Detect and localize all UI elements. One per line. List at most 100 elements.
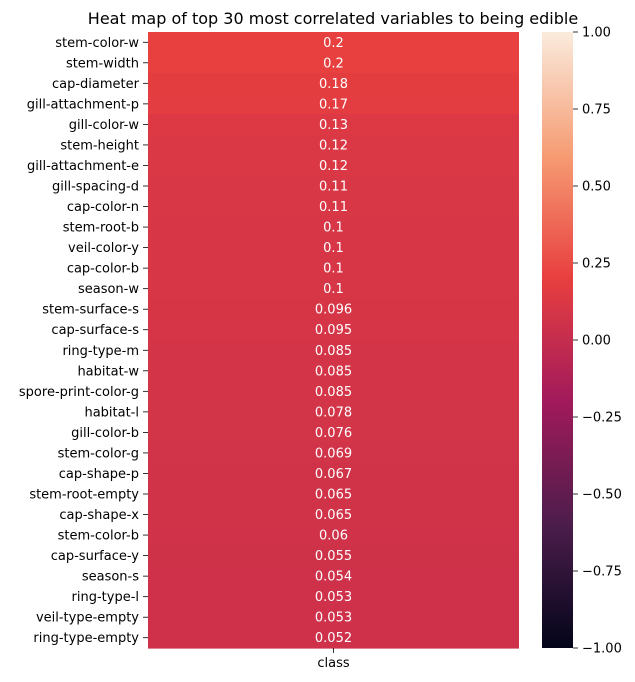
cell-value-label: 0.1 bbox=[323, 241, 344, 256]
y-tick-label: habitat-w bbox=[77, 364, 139, 379]
cell-value-label: 0.067 bbox=[315, 467, 352, 482]
heatmap-row: 0.12 gill-attachment-e bbox=[27, 155, 519, 177]
y-tick-label: ring-type-empty bbox=[33, 631, 139, 646]
heatmap-cell bbox=[148, 545, 519, 567]
y-tick-label: stem-surface-s bbox=[42, 303, 139, 318]
y-tick-label: cap-color-b bbox=[67, 262, 139, 277]
cell-value-label: 0.06 bbox=[319, 529, 348, 544]
y-tick-label: spore-print-color-g bbox=[19, 385, 139, 400]
heatmap-cell bbox=[148, 93, 519, 115]
y-tick-label: ring-type-l bbox=[72, 590, 139, 605]
heatmap-row: 0.052 ring-type-empty bbox=[33, 627, 519, 649]
heatmap-row: 0.053 veil-type-empty bbox=[36, 606, 519, 629]
cell-value-label: 0.11 bbox=[319, 180, 348, 195]
heatmap-row: 0.085 spore-print-color-g bbox=[19, 381, 519, 403]
colorbar-tick-label: 0.50 bbox=[582, 180, 611, 195]
heatmap-row: 0.11 cap-color-n bbox=[67, 196, 519, 218]
colorbar-tick-label: 0.75 bbox=[582, 103, 611, 118]
y-tick-label: cap-diameter bbox=[52, 77, 140, 92]
cell-value-label: 0.052 bbox=[315, 631, 352, 646]
cell-value-label: 0.085 bbox=[315, 385, 352, 400]
cell-value-label: 0.085 bbox=[315, 344, 352, 359]
y-tick-label: cap-surface-s bbox=[51, 323, 139, 338]
colorbar-tick-label: 0.25 bbox=[582, 257, 611, 272]
colorbar-tick-label: 0.00 bbox=[582, 334, 611, 349]
cell-value-label: 0.2 bbox=[323, 36, 344, 51]
heatmap-row: 0.053 ring-type-l bbox=[72, 586, 519, 608]
cell-value-label: 0.1 bbox=[323, 221, 344, 236]
colorbar-tick-label: −0.75 bbox=[582, 565, 622, 580]
heatmap-cell bbox=[148, 442, 519, 464]
heatmap-row: 0.065 stem-root-empty bbox=[29, 483, 519, 505]
heatmap-row: 0.095 cap-surface-s bbox=[51, 319, 519, 341]
heatmap-row: 0.1 veil-color-y bbox=[68, 237, 519, 259]
x-tick-label: class bbox=[317, 656, 349, 671]
cell-value-label: 0.12 bbox=[319, 159, 348, 174]
heatmap-cell bbox=[148, 524, 519, 546]
cell-value-label: 0.053 bbox=[315, 590, 352, 605]
y-tick-label: cap-surface-y bbox=[51, 549, 140, 564]
heatmap-row: 0.12 stem-height bbox=[60, 134, 519, 156]
y-tick-label: stem-width bbox=[66, 56, 139, 71]
y-tick-label: season-s bbox=[82, 570, 139, 585]
heatmap-cell bbox=[148, 586, 519, 608]
colorbar: 1.00 0.75 0.50 0.25 0.00 −0.25 −0.50 −0.75 −1.00 bbox=[542, 26, 622, 657]
heatmap-cell bbox=[148, 565, 519, 587]
y-tick-label: cap-shape-x bbox=[59, 508, 139, 523]
heatmap-cell bbox=[148, 463, 519, 485]
cell-value-label: 0.096 bbox=[315, 303, 352, 318]
heatmap-cell bbox=[148, 298, 519, 321]
cell-value-label: 0.065 bbox=[315, 508, 352, 523]
heatmap-row: 0.067 cap-shape-p bbox=[59, 463, 519, 485]
heatmap-row: 0.054 season-s bbox=[82, 565, 519, 587]
heatmap-row: 0.096 stem-surface-s bbox=[42, 298, 519, 321]
heatmap-cell bbox=[148, 606, 519, 629]
heatmap-cell bbox=[148, 422, 519, 444]
cell-value-label: 0.13 bbox=[319, 118, 348, 133]
y-tick-label: cap-color-n bbox=[67, 200, 139, 215]
y-tick-label: gill-attachment-e bbox=[27, 159, 139, 174]
heatmap-row: 0.085 habitat-w bbox=[77, 360, 519, 382]
cell-value-label: 0.076 bbox=[315, 426, 352, 441]
heatmap-cell bbox=[148, 278, 519, 300]
heatmap-cell bbox=[148, 627, 519, 649]
cell-value-label: 0.2 bbox=[323, 56, 344, 71]
cell-value-label: 0.065 bbox=[315, 488, 352, 503]
y-tick-label: stem-color-g bbox=[58, 446, 139, 461]
heatmap-row: 0.055 cap-surface-y bbox=[51, 545, 519, 567]
heatmap-cell bbox=[148, 237, 519, 259]
y-tick-label: gill-attachment-p bbox=[27, 97, 139, 112]
heatmap-row: 0.085 ring-type-m bbox=[62, 340, 519, 362]
heatmap-cell bbox=[148, 381, 519, 403]
heatmap-cell bbox=[148, 32, 519, 54]
y-tick-label: gill-color-b bbox=[71, 426, 139, 441]
x-axis: class bbox=[317, 648, 350, 671]
heatmap-row: 0.2 stem-width bbox=[66, 52, 519, 74]
cell-value-label: 0.054 bbox=[315, 570, 352, 585]
cell-value-label: 0.17 bbox=[319, 97, 348, 112]
chart-title: Heat map of top 30 most correlated varia… bbox=[88, 9, 578, 28]
heatmap-row: 0.078 habitat-l bbox=[84, 401, 519, 423]
y-tick-label: stem-height bbox=[60, 138, 139, 153]
heatmap-cell bbox=[148, 196, 519, 218]
y-tick-label: gill-color-w bbox=[69, 118, 140, 133]
y-tick-label: cap-shape-p bbox=[59, 467, 139, 482]
colorbar-tick-label: −0.25 bbox=[582, 411, 622, 426]
heatmap-cell bbox=[148, 340, 519, 362]
heatmap-cell bbox=[148, 175, 519, 197]
y-tick-label: veil-color-y bbox=[68, 241, 139, 256]
cell-value-label: 0.085 bbox=[315, 364, 352, 379]
cell-value-label: 0.12 bbox=[319, 138, 348, 153]
heatmap-cell bbox=[148, 73, 519, 95]
y-tick-label: stem-color-b bbox=[58, 529, 139, 544]
heatmap-row: 0.065 cap-shape-x bbox=[59, 504, 519, 526]
y-tick-label: stem-root-b bbox=[63, 221, 139, 236]
cell-value-label: 0.078 bbox=[315, 405, 352, 420]
heatmap-cell bbox=[148, 483, 519, 505]
heatmap-cell bbox=[148, 504, 519, 526]
colorbar-tick-label: 1.00 bbox=[582, 26, 611, 41]
heatmap-cell bbox=[148, 360, 519, 382]
heatmap-rows: 0.2 stem-color-w 0.2 stem-width 0.18 cap-diam… bbox=[19, 32, 519, 649]
heatmap-row: 0.1 season-w bbox=[78, 278, 519, 300]
